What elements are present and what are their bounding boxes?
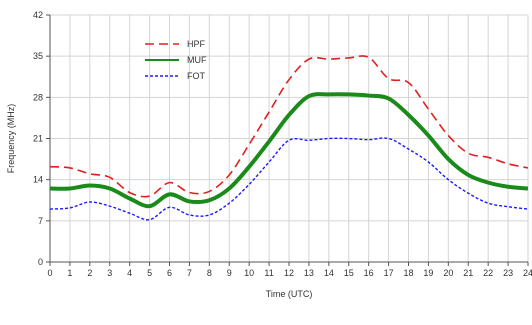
x-axis-title: Time (UTC) bbox=[266, 289, 313, 299]
series-line-fot bbox=[49, 137, 529, 221]
x-tick-label: 21 bbox=[463, 268, 473, 278]
x-tick-label: 18 bbox=[403, 268, 413, 278]
x-tick-label: 9 bbox=[227, 268, 232, 278]
y-tick-label: 14 bbox=[33, 175, 43, 185]
x-tick-label: 16 bbox=[364, 268, 374, 278]
x-tick-label: 24 bbox=[523, 268, 532, 278]
x-tick-label: 1 bbox=[67, 268, 72, 278]
x-tick-label: 4 bbox=[127, 268, 132, 278]
x-tick-label: 12 bbox=[284, 268, 294, 278]
legend-label-hpf: HPF bbox=[187, 39, 206, 49]
x-tick-label: 19 bbox=[423, 268, 433, 278]
x-tick-label: 3 bbox=[107, 268, 112, 278]
x-tick-label: 22 bbox=[483, 268, 493, 278]
x-tick-label: 13 bbox=[304, 268, 314, 278]
y-tick-label: 42 bbox=[33, 10, 43, 20]
x-tick-label: 11 bbox=[264, 268, 273, 278]
x-tick-label: 2 bbox=[87, 268, 92, 278]
tick-labels: 0 1 2 3 4 5 6 7 8 9 10 11 12 13 14 15 16 17 18 19 20 21 22 23 24… bbox=[33, 10, 532, 278]
x-tick-label: 23 bbox=[503, 268, 513, 278]
x-tick-label: 17 bbox=[384, 268, 394, 278]
x-tick-label: 10 bbox=[244, 268, 254, 278]
x-tick-label: 6 bbox=[167, 268, 172, 278]
y-tick-label: 21 bbox=[33, 134, 43, 144]
y-tick-label: 28 bbox=[33, 92, 43, 102]
x-tick-label: 0 bbox=[47, 268, 52, 278]
axes bbox=[46, 14, 529, 266]
x-tick-label: 5 bbox=[147, 268, 152, 278]
legend-label-fot: FOT bbox=[187, 71, 205, 81]
x-tick-label: 14 bbox=[324, 268, 334, 278]
y-tick-label: 35 bbox=[33, 51, 43, 61]
x-tick-label: 20 bbox=[443, 268, 453, 278]
x-tick-label: 8 bbox=[207, 268, 212, 278]
y-tick-label: 7 bbox=[38, 216, 43, 226]
x-tick-label: 15 bbox=[344, 268, 354, 278]
series-line-hpf bbox=[49, 55, 529, 198]
legend: HPF MUF FOT bbox=[145, 39, 207, 81]
y-axis-title: Frequency (MHz) bbox=[6, 104, 16, 174]
series-lines bbox=[49, 55, 529, 221]
y-tick-label: 0 bbox=[38, 257, 43, 267]
series-line-muf bbox=[49, 92, 529, 209]
legend-label-muf: MUF bbox=[187, 55, 207, 65]
grid-lines bbox=[49, 14, 529, 263]
x-tick-label: 7 bbox=[187, 268, 192, 278]
